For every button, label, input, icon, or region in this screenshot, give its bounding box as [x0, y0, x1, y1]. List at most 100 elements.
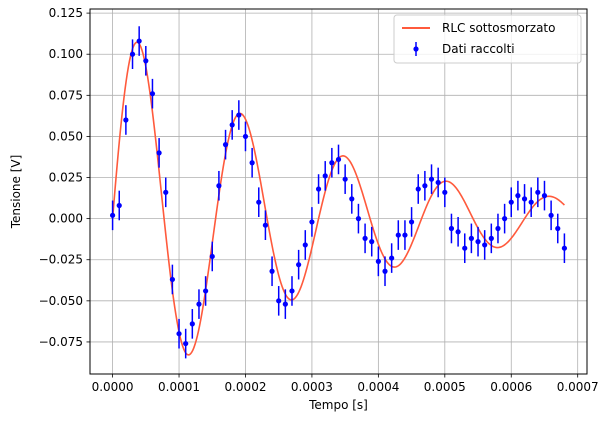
data-point: [296, 249, 302, 280]
data-point: [315, 174, 322, 204]
legend-marker-swatch: [413, 46, 419, 52]
data-marker: [482, 242, 488, 248]
data-point: [468, 223, 474, 254]
data-point: [389, 243, 395, 273]
data-point: [488, 223, 494, 254]
data-marker: [488, 235, 494, 241]
data-point: [123, 105, 129, 135]
data-marker: [216, 183, 222, 189]
data-point: [262, 210, 269, 241]
data-marker: [508, 199, 514, 205]
data-marker: [515, 193, 521, 199]
data-point: [415, 174, 421, 204]
data-marker: [203, 288, 209, 294]
data-point: [109, 200, 116, 231]
data-marker: [521, 196, 528, 202]
data-marker: [269, 268, 275, 274]
x-tick-label: 0.0005: [424, 380, 466, 394]
data-point: [422, 170, 428, 201]
data-point: [176, 318, 182, 349]
data-marker: [468, 235, 474, 241]
data-point: [342, 164, 348, 194]
x-tick-label: 0.0006: [490, 380, 532, 394]
data-marker: [136, 38, 142, 44]
data-point: [369, 226, 375, 257]
data-marker: [249, 160, 255, 166]
data-point: [282, 289, 288, 319]
data-point: [216, 170, 222, 201]
data-point: [561, 233, 568, 264]
data-marker: [355, 216, 362, 222]
data-marker: [342, 176, 348, 182]
data-marker: [495, 225, 501, 232]
data-marker: [408, 219, 415, 225]
data-point: [276, 286, 282, 316]
data-marker: [109, 212, 116, 218]
data-marker: [256, 199, 262, 205]
x-tick-label: 0.0002: [224, 380, 266, 394]
data-marker: [282, 301, 288, 307]
data-marker: [369, 239, 375, 245]
data-point: [143, 45, 149, 76]
data-marker: [422, 183, 428, 189]
data-point: [428, 164, 435, 194]
data-marker: [541, 193, 548, 199]
data-point: [322, 161, 328, 191]
y-axis-label: Tensione [V]: [9, 155, 23, 230]
data-marker: [362, 235, 368, 241]
data-point: [442, 177, 448, 208]
data-marker: [116, 202, 122, 209]
y-tick-label: 0.050: [49, 129, 83, 143]
data-marker: [183, 340, 189, 347]
legend-box: [393, 14, 582, 64]
y-axis-ticks: −0.075 −0.050 −0.025 0.000 0.025 0.050 0.075 0.…: [39, 6, 90, 349]
data-point: [229, 110, 235, 140]
data-marker: [395, 232, 401, 238]
data-marker: [302, 242, 308, 248]
data-marker: [276, 298, 282, 304]
data-marker: [156, 150, 162, 156]
data-marker: [548, 212, 554, 218]
data-point: [249, 147, 255, 178]
data-point: [475, 226, 481, 257]
data-marker: [448, 225, 455, 232]
data-marker: [415, 186, 421, 192]
data-marker: [375, 258, 381, 264]
data-marker: [169, 276, 175, 283]
data-point: [395, 220, 401, 250]
data-marker: [329, 160, 335, 166]
data-marker: [442, 189, 448, 195]
data-marker: [222, 142, 229, 148]
data-point: [196, 289, 202, 319]
data-points-layer: [109, 26, 568, 359]
data-point: [448, 213, 455, 244]
data-marker: [189, 321, 195, 327]
data-marker: [242, 133, 249, 140]
data-marker: [149, 91, 156, 97]
data-point: [528, 187, 534, 217]
legend-line-label: RLC sottosmorzato: [442, 21, 555, 35]
y-tick-label: 0.075: [49, 88, 83, 102]
data-point: [302, 230, 308, 260]
y-tick-label: 0.100: [49, 47, 83, 61]
data-point: [269, 256, 275, 287]
data-marker: [176, 331, 182, 337]
data-marker: [435, 179, 441, 186]
data-point: [256, 187, 262, 217]
data-marker: [535, 189, 541, 195]
data-point: [462, 233, 468, 264]
x-tick-label: 0.0001: [158, 380, 200, 394]
x-tick-label: 0.0000: [92, 380, 134, 394]
data-marker: [382, 268, 388, 274]
data-marker: [475, 239, 481, 245]
data-point: [136, 26, 142, 56]
data-marker: [229, 122, 235, 128]
data-point: [163, 177, 169, 208]
x-axis-ticks: 0.0000 0.0001 0.0002 0.0003 0.0004 0.0005 0.00…: [92, 374, 599, 394]
data-point: [209, 241, 215, 272]
data-marker: [296, 262, 302, 268]
data-point: [495, 213, 501, 244]
data-point: [203, 276, 209, 306]
data-marker: [402, 232, 408, 238]
